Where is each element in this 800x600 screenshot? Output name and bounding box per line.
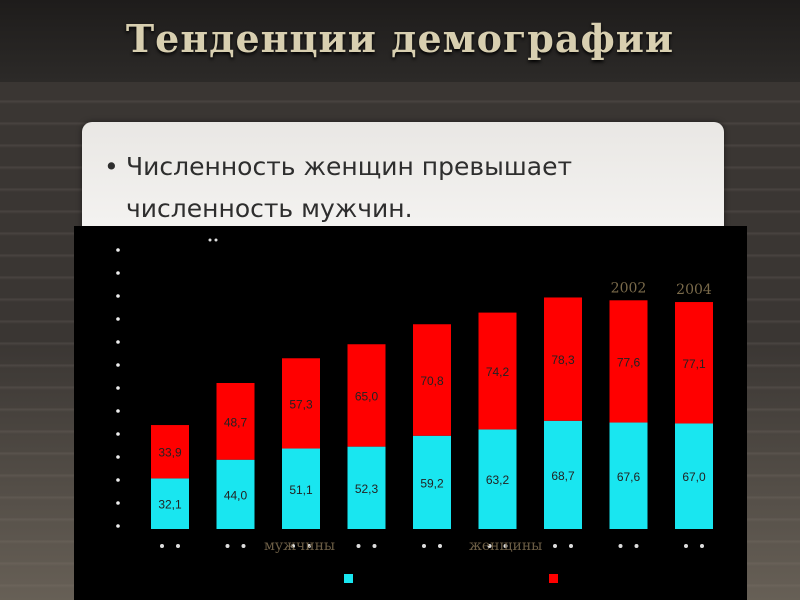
chart-canvas: 32,1 33,9 44,0 48,7 51,1 57,3 52,3 65,0 59,2 70,8…: [116, 238, 713, 583]
x-tick-dot: [422, 544, 426, 548]
x-tick-dot: [160, 544, 164, 548]
x-tick-dot: [569, 544, 573, 548]
bar-women-1: [216, 382, 255, 460]
y-tick-dot: [116, 478, 120, 482]
legend: мужчины женщины: [264, 538, 558, 583]
y-tick-dot: [116, 432, 120, 436]
bar-men-8: [675, 423, 713, 529]
text-panel: [82, 122, 724, 232]
data-label: 33,9: [158, 446, 182, 460]
bar-men-5: [478, 429, 517, 529]
x-tick-dot: [618, 544, 623, 548]
x-tick-dot: [438, 544, 442, 548]
slide-title: Тенденции демографии: [125, 16, 675, 61]
data-label: 32,1: [158, 498, 182, 512]
y-tick-dot: [116, 317, 120, 321]
x-axis-labels: 2002 2004: [160, 280, 712, 548]
data-label: 68,7: [551, 469, 575, 483]
bullet-text: Численность женщин превышает численность…: [126, 152, 573, 223]
data-label: 48,7: [224, 415, 248, 429]
x-tick-dot: [356, 544, 361, 548]
data-label: 59,2: [420, 476, 444, 490]
y-tick-dot: [116, 248, 120, 252]
bullet-icon: •: [104, 152, 119, 181]
data-label: 44,0: [224, 488, 248, 502]
x-tick-dot: [372, 544, 377, 548]
x-tick-dot: [634, 544, 639, 548]
bar-men-6: [544, 420, 582, 529]
x-tick-label: 2004: [676, 282, 712, 298]
x-tick-dot: [553, 544, 557, 548]
x-tick-dot: [225, 544, 230, 548]
y-tick-dot: [116, 386, 120, 390]
y-tick-dot: [214, 238, 218, 242]
legend-men-swatch: [344, 574, 353, 583]
bar-women-5: [478, 312, 517, 430]
x-tick-dot: [291, 544, 295, 548]
y-tick-dot: [116, 294, 120, 298]
bar-men-1: [216, 459, 255, 529]
y-tick-dot: [116, 501, 120, 505]
data-label: 70,8: [420, 374, 444, 388]
bar-women-3: [347, 344, 386, 447]
y-tick-dot: [116, 409, 120, 413]
y-axis-ticks: [116, 238, 218, 528]
data-label: 77,1: [682, 357, 706, 371]
x-tick-dot: [241, 544, 246, 548]
data-label: 52,3: [355, 482, 379, 496]
data-label: 63,2: [486, 473, 510, 487]
y-tick-dot: [116, 363, 120, 367]
data-label: 57,3: [289, 397, 313, 411]
bar-men-7: [609, 422, 648, 529]
legend-women-label: женщины: [469, 538, 542, 554]
population-chart: 32,1 33,9 44,0 48,7 51,1 57,3 52,3 65,0 59,2 70,8…: [74, 226, 747, 600]
y-tick-dot: [116, 524, 120, 528]
bar-men-2: [282, 448, 320, 529]
bar-women-2: [282, 358, 320, 449]
bar-women-6: [544, 297, 582, 421]
data-label: 65,0: [355, 389, 379, 403]
bar-men-3: [347, 446, 386, 529]
bar-women-4: [413, 324, 451, 436]
x-tick-dot: [684, 544, 688, 548]
bar-women-0: [151, 425, 189, 479]
x-tick-dot: [700, 544, 704, 548]
x-tick-dot: [176, 544, 180, 548]
data-label: 77,6: [617, 355, 641, 369]
x-tick-label: 2002: [611, 280, 647, 296]
y-tick-dot: [116, 455, 120, 459]
data-label: 78,3: [551, 353, 575, 367]
legend-women-swatch: [549, 574, 558, 583]
y-tick-dot: [208, 238, 212, 242]
bar-women-7: [609, 300, 648, 423]
y-tick-dot: [116, 271, 120, 275]
bar-women-8: [675, 302, 713, 424]
x-tick-dot: [307, 544, 311, 548]
data-label: 51,1: [289, 483, 313, 497]
data-label: 74,2: [486, 365, 510, 379]
slide-header-background: [0, 0, 800, 82]
bullet-item: • Численность женщин превышает численнос…: [104, 146, 704, 230]
x-tick-dot: [487, 544, 492, 548]
x-tick-dot: [503, 544, 508, 548]
bars: 32,1 33,9 44,0 48,7 51,1 57,3 52,3 65,0 59,2 70,8…: [151, 297, 713, 529]
bar-men-4: [413, 435, 451, 529]
bar-men-0: [151, 478, 189, 529]
y-tick-dot: [116, 340, 120, 344]
data-label: 67,6: [617, 470, 641, 484]
data-label: 67,0: [682, 470, 706, 484]
legend-men-label: мужчины: [264, 538, 335, 554]
